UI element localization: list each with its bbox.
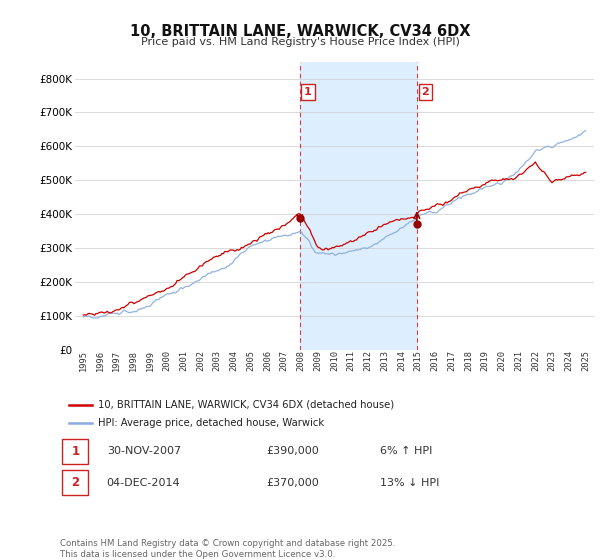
Text: 2008: 2008 — [296, 350, 305, 371]
Text: 2020: 2020 — [497, 350, 506, 371]
Text: 2015: 2015 — [414, 350, 423, 371]
Text: Contains HM Land Registry data © Crown copyright and database right 2025.
This d: Contains HM Land Registry data © Crown c… — [60, 539, 395, 559]
FancyBboxPatch shape — [62, 439, 88, 464]
Text: 2016: 2016 — [430, 350, 439, 371]
Text: 1997: 1997 — [112, 350, 121, 371]
Text: 1995: 1995 — [79, 350, 88, 371]
Text: 2013: 2013 — [380, 350, 389, 371]
Text: 2: 2 — [71, 476, 79, 489]
Text: 6% ↑ HPI: 6% ↑ HPI — [380, 446, 432, 456]
Text: 2014: 2014 — [397, 350, 406, 371]
Text: 2005: 2005 — [246, 350, 255, 371]
Text: 2010: 2010 — [330, 350, 339, 371]
Text: 2012: 2012 — [364, 350, 373, 371]
Text: 2023: 2023 — [548, 350, 557, 371]
Text: 2004: 2004 — [230, 350, 239, 371]
Text: Price paid vs. HM Land Registry's House Price Index (HPI): Price paid vs. HM Land Registry's House … — [140, 37, 460, 47]
Text: 2021: 2021 — [514, 350, 523, 371]
Text: 1: 1 — [71, 445, 79, 458]
Text: 1996: 1996 — [95, 350, 104, 371]
Text: 2018: 2018 — [464, 350, 473, 371]
Text: 1998: 1998 — [129, 350, 138, 371]
Text: 2017: 2017 — [447, 350, 456, 371]
Text: 2022: 2022 — [531, 350, 540, 371]
Text: HPI: Average price, detached house, Warwick: HPI: Average price, detached house, Warw… — [98, 418, 325, 428]
Text: 2003: 2003 — [213, 350, 222, 371]
Text: 2007: 2007 — [280, 350, 289, 371]
Text: 2011: 2011 — [347, 350, 356, 371]
Text: 10, BRITTAIN LANE, WARWICK, CV34 6DX: 10, BRITTAIN LANE, WARWICK, CV34 6DX — [130, 24, 470, 39]
Text: 1: 1 — [304, 87, 312, 97]
Text: 10, BRITTAIN LANE, WARWICK, CV34 6DX (detached house): 10, BRITTAIN LANE, WARWICK, CV34 6DX (de… — [98, 400, 395, 409]
Text: 2: 2 — [421, 87, 429, 97]
Text: £370,000: £370,000 — [266, 478, 319, 488]
Text: 2006: 2006 — [263, 350, 272, 371]
Text: 2024: 2024 — [565, 350, 574, 371]
Text: 1999: 1999 — [146, 350, 155, 371]
FancyBboxPatch shape — [62, 470, 88, 495]
Text: 04-DEC-2014: 04-DEC-2014 — [107, 478, 181, 488]
Text: 2019: 2019 — [481, 350, 490, 371]
Text: 2009: 2009 — [313, 350, 322, 371]
Text: £390,000: £390,000 — [266, 446, 319, 456]
Text: 13% ↓ HPI: 13% ↓ HPI — [380, 478, 439, 488]
Text: 2002: 2002 — [196, 350, 205, 371]
Text: 2001: 2001 — [179, 350, 188, 371]
Text: 2025: 2025 — [581, 350, 590, 371]
Bar — [299, 62, 417, 350]
Text: 30-NOV-2007: 30-NOV-2007 — [107, 446, 181, 456]
Text: 2000: 2000 — [163, 350, 172, 371]
